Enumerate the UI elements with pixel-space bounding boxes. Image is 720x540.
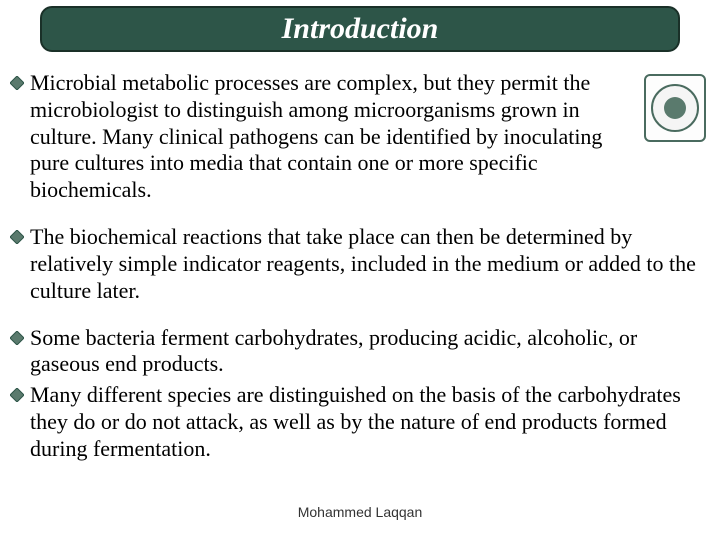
bullet-text: Some bacteria ferment carbohydrates, pro… [30,325,710,379]
list-item: Microbial metabolic processes are comple… [10,70,710,204]
list-item: Many different species are distinguished… [10,382,710,462]
diamond-bullet-icon [10,331,24,345]
title-bar: Introduction [40,6,680,52]
bullet-text: Microbial metabolic processes are comple… [30,70,710,204]
list-item: Some bacteria ferment carbohydrates, pro… [10,325,710,379]
footer-author: Mohammed Laqqan [0,504,720,520]
bullet-text: The biochemical reactions that take plac… [30,224,710,304]
list-item: The biochemical reactions that take plac… [10,224,710,304]
page-title: Introduction [282,12,439,46]
bullet-text: Many different species are distinguished… [30,382,710,462]
content-area: Microbial metabolic processes are comple… [10,70,710,483]
diamond-bullet-icon [10,230,24,244]
diamond-bullet-icon [10,388,24,402]
diamond-bullet-icon [10,76,24,90]
